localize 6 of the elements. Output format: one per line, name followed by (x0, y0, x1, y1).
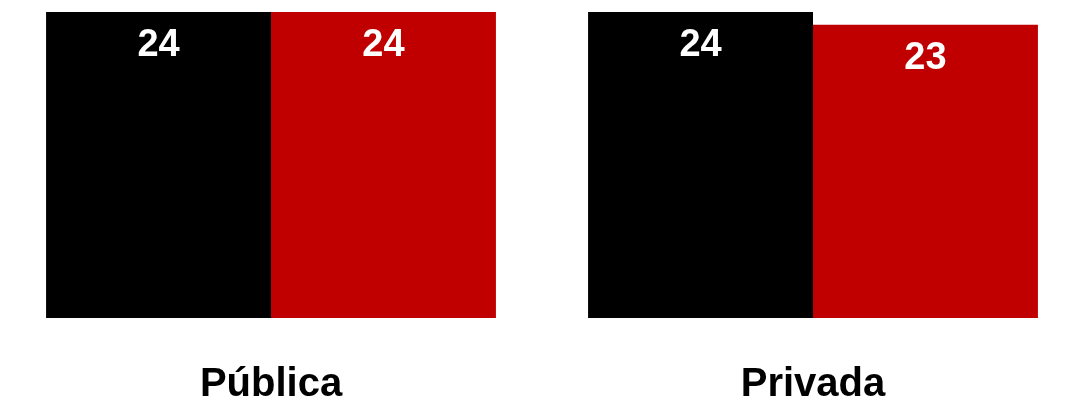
data-label: 24 (362, 22, 405, 64)
x-tick-label: Pública (199, 360, 343, 404)
data-label: 23 (904, 34, 947, 77)
data-label: 24 (679, 22, 722, 64)
x-tick-label: Privada (740, 360, 887, 404)
data-label: 24 (137, 22, 180, 64)
